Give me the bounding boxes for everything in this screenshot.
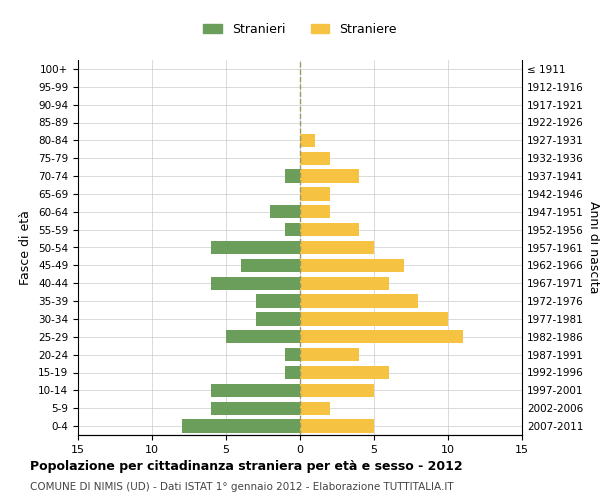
Bar <box>285 223 300 236</box>
Bar <box>241 258 300 272</box>
Bar <box>285 170 300 183</box>
Text: COMUNE DI NIMIS (UD) - Dati ISTAT 1° gennaio 2012 - Elaborazione TUTTITALIA.IT: COMUNE DI NIMIS (UD) - Dati ISTAT 1° gen… <box>30 482 454 492</box>
Bar <box>300 330 463 344</box>
Bar <box>300 294 418 308</box>
Bar <box>300 348 359 362</box>
Bar <box>300 241 374 254</box>
Bar <box>226 330 300 344</box>
Bar <box>300 205 329 218</box>
Bar <box>300 366 389 379</box>
Bar <box>300 420 374 433</box>
Bar <box>271 205 300 218</box>
Bar <box>211 384 300 397</box>
Bar <box>300 170 359 183</box>
Bar <box>182 420 300 433</box>
Y-axis label: Anni di nascita: Anni di nascita <box>587 201 600 294</box>
Bar <box>300 223 359 236</box>
Bar <box>211 402 300 415</box>
Bar <box>285 348 300 362</box>
Text: Popolazione per cittadinanza straniera per età e sesso - 2012: Popolazione per cittadinanza straniera p… <box>30 460 463 473</box>
Bar <box>300 276 389 290</box>
Bar <box>300 152 329 165</box>
Bar <box>300 187 329 200</box>
Y-axis label: Fasce di età: Fasce di età <box>19 210 32 285</box>
Bar <box>211 241 300 254</box>
Bar <box>300 134 315 147</box>
Bar <box>300 384 374 397</box>
Bar <box>256 294 300 308</box>
Bar <box>285 366 300 379</box>
Bar <box>300 258 404 272</box>
Bar <box>211 276 300 290</box>
Legend: Stranieri, Straniere: Stranieri, Straniere <box>198 18 402 40</box>
Bar <box>256 312 300 326</box>
Bar <box>300 312 448 326</box>
Bar <box>300 402 329 415</box>
